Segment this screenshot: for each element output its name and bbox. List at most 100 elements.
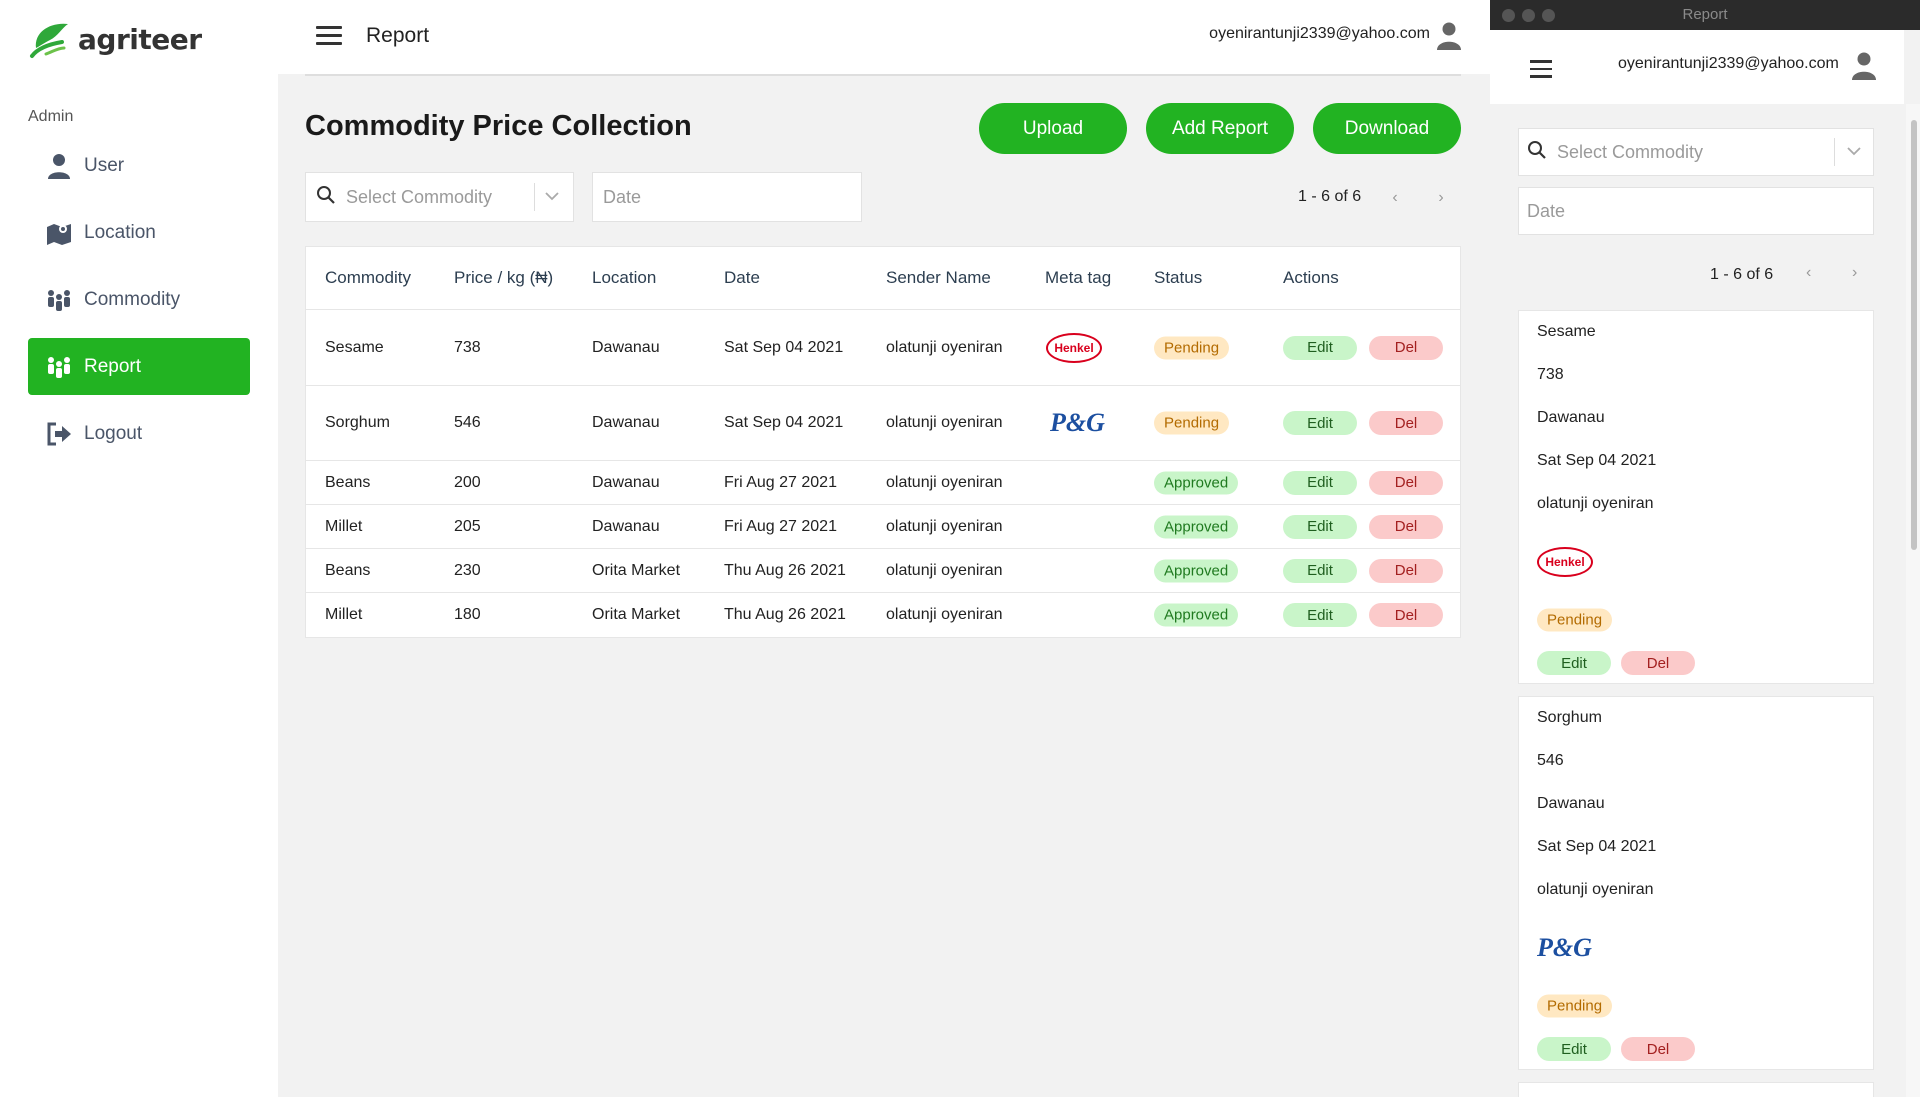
table-row: Millet 205 Dawanau Fri Aug 27 2021 olatu…	[306, 505, 1460, 549]
card-price: 546	[1537, 752, 1564, 769]
delete-button[interactable]: Del	[1369, 411, 1443, 435]
edit-button[interactable]: Edit	[1283, 411, 1357, 435]
prev-page-icon[interactable]: ‹	[1392, 189, 1398, 206]
delete-button[interactable]: Del	[1369, 514, 1443, 539]
window-maximize-button[interactable]	[1542, 9, 1555, 22]
cell-location: Orita Market	[592, 561, 681, 579]
window-title: Report	[1682, 6, 1728, 23]
sidebar-item-report[interactable]: Report	[28, 338, 250, 395]
commodity-select-placeholder: Select Commodity	[346, 186, 493, 207]
header-divider	[305, 74, 1461, 76]
date-input[interactable]: Date	[1518, 187, 1874, 235]
pagination-label: 1 - 6 of 6	[1298, 188, 1362, 205]
user-avatar-icon[interactable]	[1852, 52, 1876, 85]
brand-logo[interactable]: agriteer	[28, 18, 202, 60]
download-button[interactable]: Download	[1313, 103, 1461, 154]
chevron-down-icon[interactable]	[1847, 143, 1861, 161]
chevron-down-icon[interactable]	[545, 188, 559, 206]
table-row: Beans 200 Dawanau Fri Aug 27 2021 olatun…	[306, 461, 1460, 505]
cell-location: Dawanau	[592, 473, 660, 491]
pg-logo: P&G	[1050, 408, 1105, 437]
menu-icon[interactable]	[1530, 60, 1552, 78]
edit-button[interactable]: Edit	[1537, 1037, 1611, 1061]
cell-date: Thu Aug 26 2021	[724, 561, 846, 579]
edit-button[interactable]: Edit	[1283, 603, 1357, 627]
card-location: Dawanau	[1537, 795, 1605, 812]
report-table: Commodity Price / kg (₦) Location Date S…	[305, 246, 1461, 638]
window-close-button[interactable]	[1502, 9, 1515, 22]
user-avatar-icon[interactable]	[1437, 22, 1461, 55]
sidebar-item-commodity[interactable]: Commodity	[28, 271, 250, 328]
commodity-select[interactable]: Select Commodity	[1518, 128, 1874, 176]
delete-button[interactable]: Del	[1369, 470, 1443, 495]
cell-date: Sat Sep 04 2021	[724, 414, 844, 431]
window-minimize-button[interactable]	[1522, 9, 1535, 22]
user-email: oyenirantunji2339@yahoo.com	[1209, 25, 1430, 42]
people-icon	[46, 287, 72, 313]
col-sender[interactable]: Sender Name	[886, 268, 991, 287]
report-card	[1518, 1082, 1874, 1097]
cell-sender: olatunji oyeniran	[886, 473, 1003, 491]
sidebar-item-label: Location	[84, 221, 156, 243]
date-input[interactable]: Date	[592, 172, 862, 222]
report-card: Sesame 738 Dawanau Sat Sep 04 2021 olatu…	[1518, 310, 1874, 684]
map-icon	[46, 220, 72, 246]
sidebar-item-user[interactable]: User	[28, 137, 250, 194]
cell-sender: olatunji oyeniran	[886, 338, 1003, 356]
pagination-label: 1 - 6 of 6	[1710, 266, 1774, 283]
status-badge: Approved	[1154, 603, 1239, 627]
delete-button[interactable]: Del	[1621, 651, 1695, 675]
card-sender: olatunji oyeniran	[1537, 881, 1654, 898]
col-status[interactable]: Status	[1154, 268, 1203, 287]
cell-location: Dawanau	[592, 414, 660, 431]
next-page-icon[interactable]: ›	[1852, 264, 1858, 281]
delete-button[interactable]: Del	[1621, 1037, 1695, 1061]
edit-button[interactable]: Edit	[1283, 335, 1357, 360]
cell-commodity: Sorghum	[325, 414, 390, 431]
prev-page-icon[interactable]: ‹	[1806, 264, 1812, 281]
cell-price: 180	[454, 606, 481, 623]
sidebar-item-logout[interactable]: Logout	[28, 405, 250, 462]
col-location[interactable]: Location	[592, 268, 657, 287]
sidebar-item-label: Report	[84, 355, 142, 377]
sidebar-nav: User Location Commodity Report Logout	[28, 137, 250, 472]
status-badge: Approved	[1154, 515, 1239, 538]
cell-price: 230	[454, 561, 481, 579]
status-badge: Pending	[1154, 336, 1230, 359]
add-report-button[interactable]: Add Report	[1146, 103, 1294, 154]
sidebar-item-location[interactable]: Location	[28, 204, 250, 261]
menu-icon[interactable]	[316, 26, 342, 48]
pg-logo: P&G	[1537, 933, 1592, 962]
leaf-logo-icon	[30, 23, 68, 58]
edit-button[interactable]: Edit	[1283, 514, 1357, 539]
search-icon	[316, 185, 336, 210]
header-title: Report	[366, 24, 430, 47]
cell-location: Dawanau	[592, 338, 660, 356]
cell-commodity: Sesame	[325, 338, 384, 356]
delete-button[interactable]: Del	[1369, 335, 1443, 360]
delete-button[interactable]: Del	[1369, 603, 1443, 627]
mobile-header	[1490, 30, 1904, 104]
edit-button[interactable]: Edit	[1537, 651, 1611, 675]
cell-price: 738	[454, 338, 481, 356]
scrollbar-thumb[interactable]	[1911, 120, 1917, 550]
table-row: Millet 180 Orita Market Thu Aug 26 2021 …	[306, 593, 1460, 637]
edit-button[interactable]: Edit	[1283, 470, 1357, 495]
col-meta[interactable]: Meta tag	[1045, 268, 1112, 287]
table-row: Beans 230 Orita Market Thu Aug 26 2021 o…	[306, 549, 1460, 593]
commodity-select[interactable]: Select Commodity	[305, 172, 574, 222]
upload-button[interactable]: Upload	[979, 103, 1127, 154]
col-price[interactable]: Price / kg (₦)	[454, 268, 554, 287]
cell-sender: olatunji oyeniran	[886, 606, 1003, 623]
commodity-select-placeholder: Select Commodity	[1557, 141, 1704, 162]
delete-button[interactable]: Del	[1369, 558, 1443, 583]
cell-location: Orita Market	[592, 606, 681, 623]
col-commodity[interactable]: Commodity	[325, 268, 411, 287]
col-date[interactable]: Date	[724, 268, 760, 287]
edit-button[interactable]: Edit	[1283, 558, 1357, 583]
cell-location: Dawanau	[592, 517, 660, 535]
window-titlebar: Report	[1490, 0, 1920, 30]
cell-sender: olatunji oyeniran	[886, 517, 1003, 535]
status-badge: Pending	[1537, 608, 1613, 632]
next-page-icon[interactable]: ›	[1438, 189, 1444, 206]
